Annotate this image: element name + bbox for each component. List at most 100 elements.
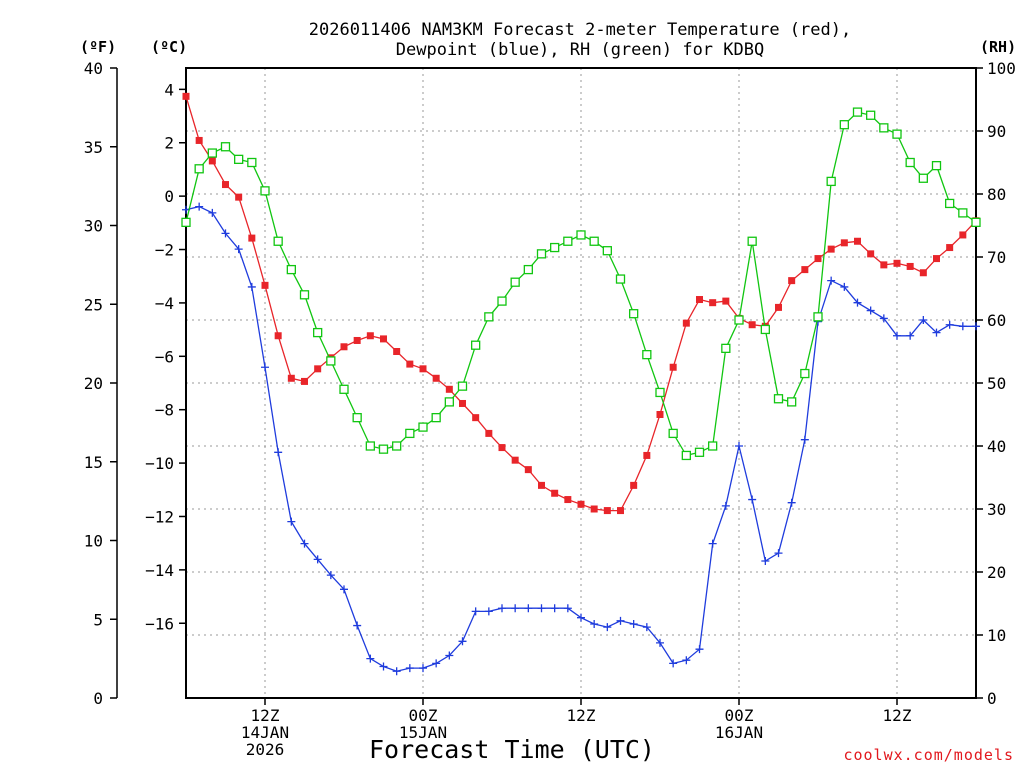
rh-point [418, 422, 428, 432]
temperature-series [182, 92, 980, 515]
rh-point [721, 343, 731, 354]
rh-tick-label: 60 [987, 311, 1006, 330]
chart-title-line-2: Dewpoint (blue), RH (green) for KDBQ [396, 40, 764, 60]
rh-point [668, 428, 678, 439]
rh-line [185, 111, 977, 457]
rh-point [905, 157, 915, 168]
dewpoint-point [471, 607, 480, 616]
temperature-point [340, 343, 348, 351]
c-tick-label: 2 [164, 134, 174, 153]
rh-point [945, 198, 955, 209]
rh-point [918, 173, 928, 183]
rh-point [523, 264, 533, 275]
rh-point [642, 349, 652, 360]
unit-label-celsius: (ºC) [151, 38, 187, 56]
rh-point [589, 236, 599, 246]
dewpoint-point [840, 282, 849, 291]
dewpoint-point [432, 659, 441, 668]
temperature-point [182, 92, 190, 100]
dewpoint-point [392, 667, 401, 676]
c-tick-label: 4 [164, 80, 174, 99]
dewpoint-point [682, 656, 691, 665]
x-axis-label: Forecast Time (UTC) [369, 735, 655, 764]
temperature-point [274, 332, 282, 340]
rh-point [655, 387, 665, 398]
f-tick-label: 35 [84, 138, 103, 157]
chart-title-line-1: 2026011406 NAM3KM Forecast 2-meter Tempe… [309, 20, 851, 40]
rh-point [787, 397, 797, 407]
f-tick-label: 30 [84, 217, 103, 236]
rh-point [299, 290, 310, 300]
c-tick-label: −12 [145, 507, 174, 526]
temperature-point [946, 244, 954, 252]
dewpoint-point [445, 651, 454, 660]
dewpoint-point [616, 616, 625, 625]
dewpoint-point [498, 604, 506, 613]
f-tick-label: 20 [84, 374, 103, 393]
temperature-point [840, 239, 848, 247]
temperature-point [551, 489, 559, 497]
temperature-point [406, 360, 414, 368]
dewpoint-point [353, 621, 362, 630]
x-tick-label: 15JAN [399, 723, 447, 742]
temperature-point [722, 297, 730, 305]
c-tick-label: −16 [145, 614, 174, 633]
dewpoint-point [340, 585, 348, 594]
f-tick-label: 15 [84, 453, 103, 472]
dewpoint-point [853, 298, 862, 307]
rh-point [681, 450, 691, 461]
dewpoint-point [906, 331, 915, 340]
f-tick-label: 0 [93, 689, 103, 708]
dewpoint-point [695, 645, 704, 654]
rh-point [852, 107, 863, 117]
rh-tick-label: 80 [987, 185, 1006, 204]
dewpoint-point [419, 664, 427, 673]
c-tick-label: −10 [145, 454, 174, 473]
dewpoint-point [208, 208, 217, 217]
temperature-point [208, 157, 216, 165]
temperature-point [380, 335, 387, 343]
rh-tick-label: 10 [987, 626, 1006, 645]
x-tick-label: 2026 [246, 740, 285, 759]
dewpoint-series [182, 202, 980, 676]
rh-tick-label: 40 [987, 437, 1006, 456]
c-tick-label: −14 [145, 561, 174, 580]
temperature-point [854, 237, 861, 245]
temperature-point [419, 365, 427, 373]
temperature-point [511, 456, 519, 464]
f-tick-label: 10 [84, 532, 103, 551]
rh-point [247, 157, 257, 168]
rh-point [352, 412, 362, 423]
dewpoint-point [524, 604, 533, 613]
temperature-point [827, 245, 835, 253]
rh-point [708, 441, 718, 451]
temperature-point [564, 496, 572, 504]
dewpoint-point [735, 442, 743, 450]
temperature-point [709, 299, 717, 307]
x-tick-label: 14JAN [241, 723, 289, 742]
unit-label-rh: (RH) [980, 38, 1016, 56]
temperature-point [788, 277, 796, 285]
rh-point [326, 356, 336, 366]
rh-point [576, 230, 586, 240]
temperature-point [867, 250, 875, 258]
temperature-point [590, 505, 598, 513]
rh-point [444, 397, 454, 407]
dewpoint-point [721, 501, 730, 510]
temperature-point [656, 411, 664, 418]
rh-point [484, 312, 494, 322]
dewpoint-point [761, 556, 770, 565]
dewpoint-point [261, 363, 269, 372]
temperature-point [248, 234, 256, 242]
rh-point [800, 368, 810, 379]
temperature-point [195, 136, 203, 144]
temperature-point [801, 266, 809, 274]
rh-point [405, 428, 415, 439]
x-tick-label: 00Z [725, 706, 754, 725]
x-tick-label: 16JAN [715, 723, 763, 742]
dewpoint-point [563, 604, 572, 613]
rh-tick-label: 50 [987, 374, 1006, 393]
rh-point [971, 217, 981, 228]
dewpoint-point [247, 282, 256, 291]
temperature-point [682, 319, 690, 327]
